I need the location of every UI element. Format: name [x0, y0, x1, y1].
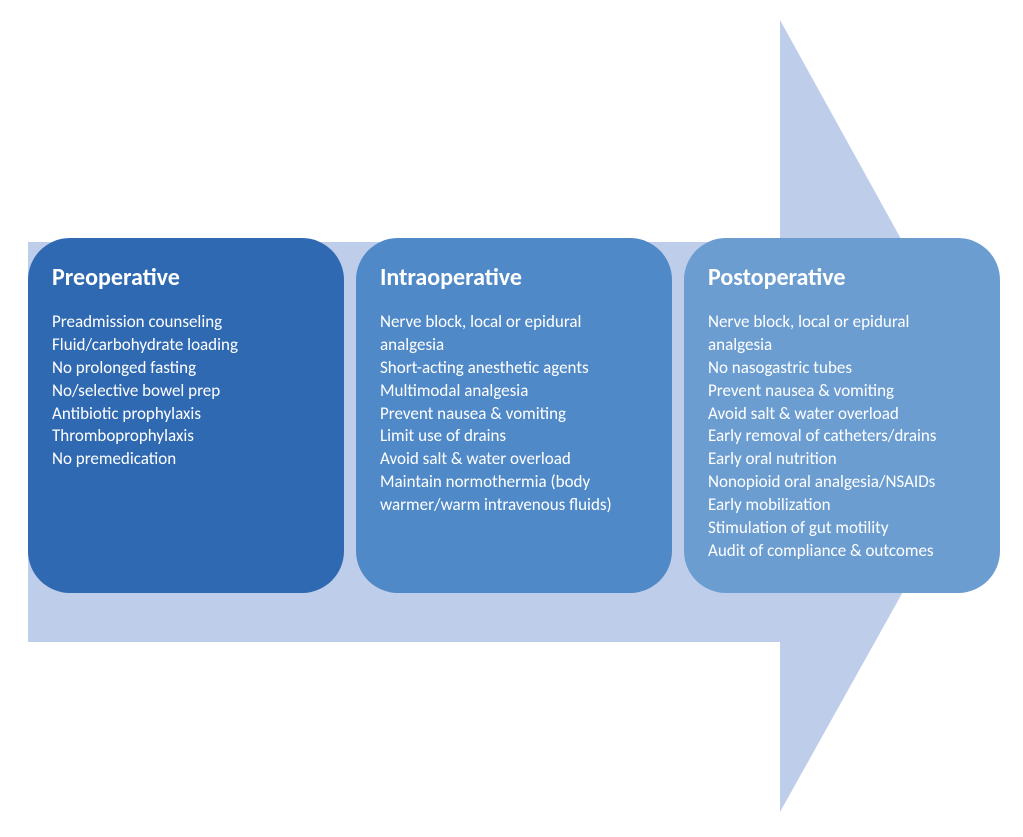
phase-items-intraoperative: Nerve block, local or epidural analgesia… — [380, 311, 648, 517]
list-item: Audit of compliance & outcomes — [708, 540, 976, 563]
list-item: Early oral nutrition — [708, 448, 976, 471]
phase-title-intraoperative: Intraoperative — [380, 264, 648, 293]
list-item: Fluid/carbohydrate loading — [52, 334, 320, 357]
diagram-canvas: Preoperative Preadmission counselingFluid… — [0, 0, 1023, 837]
phase-panels: Preoperative Preadmission counselingFluid… — [28, 238, 1000, 593]
list-item: No premedication — [52, 448, 320, 471]
list-item: Early mobilization — [708, 494, 976, 517]
list-item: Nerve block, local or epidural analgesia — [380, 311, 648, 357]
list-item: Short-acting anesthetic agents — [380, 357, 648, 380]
list-item: Limit use of drains — [380, 425, 648, 448]
list-item: Preadmission counseling — [52, 311, 320, 334]
list-item: No nasogastric tubes — [708, 357, 976, 380]
list-item: Early removal of catheters/drains — [708, 425, 976, 448]
list-item: No prolonged fasting — [52, 357, 320, 380]
phase-panel-preoperative: Preoperative Preadmission counselingFluid… — [28, 238, 344, 593]
list-item: Avoid salt & water overload — [708, 403, 976, 426]
list-item: Stimulation of gut motility — [708, 517, 976, 540]
list-item: Prevent nausea & vomiting — [708, 380, 976, 403]
phase-items-postoperative: Nerve block, local or epidural analgesia… — [708, 311, 976, 563]
phase-title-postoperative: Postoperative — [708, 264, 976, 293]
list-item: Maintain normothermia (body warmer/warm … — [380, 471, 648, 517]
list-item: Avoid salt & water overload — [380, 448, 648, 471]
list-item: Multimodal analgesia — [380, 380, 648, 403]
phase-panel-intraoperative: Intraoperative Nerve block, local or epid… — [356, 238, 672, 593]
phase-title-preoperative: Preoperative — [52, 264, 320, 293]
list-item: Prevent nausea & vomiting — [380, 403, 648, 426]
list-item: Antibiotic prophylaxis — [52, 403, 320, 426]
phase-items-preoperative: Preadmission counselingFluid/carbohydrat… — [52, 311, 320, 472]
list-item: Nerve block, local or epidural analgesia — [708, 311, 976, 357]
list-item: Thromboprophylaxis — [52, 425, 320, 448]
phase-panel-postoperative: Postoperative Nerve block, local or epidu… — [684, 238, 1000, 593]
list-item: No/selective bowel prep — [52, 380, 320, 403]
list-item: Nonopioid oral analgesia/NSAIDs — [708, 471, 976, 494]
